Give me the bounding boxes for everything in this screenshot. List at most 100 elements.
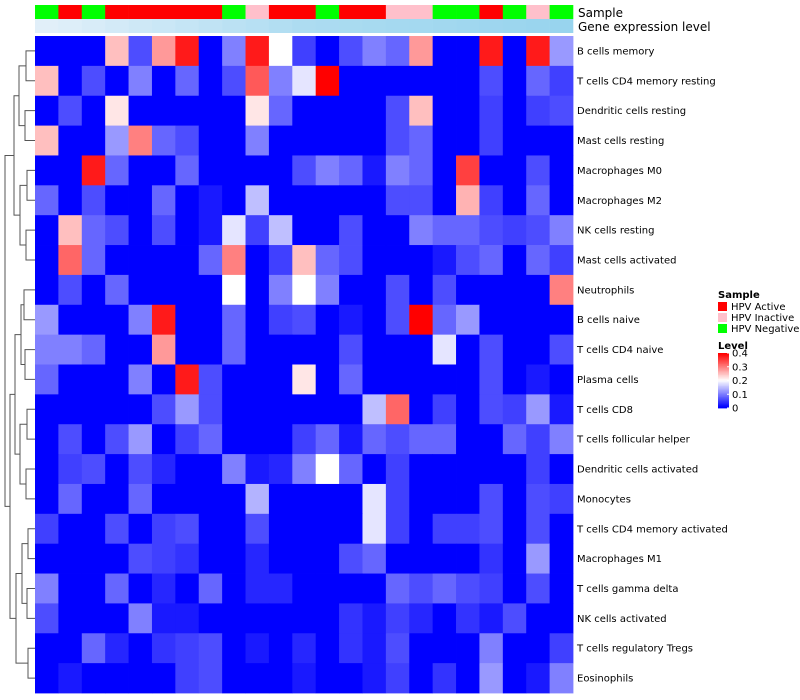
colorbar-step bbox=[718, 355, 729, 358]
sample-annotation-cell bbox=[385, 5, 410, 19]
heatmap-cell bbox=[268, 603, 293, 634]
colorbar-step bbox=[718, 392, 729, 395]
heatmap-cell bbox=[35, 304, 59, 336]
heatmap-cell bbox=[385, 573, 410, 604]
heatmap-cell bbox=[105, 36, 129, 67]
heatmap-cell bbox=[479, 663, 504, 694]
colorbar-step bbox=[718, 364, 729, 366]
heatmap-cell bbox=[385, 95, 410, 126]
heatmap-cell bbox=[385, 185, 410, 216]
row-label-eosinophils: Eosinophils bbox=[577, 674, 633, 685]
heatmap-cell bbox=[526, 543, 551, 574]
colorbar-tick-label: 0.2 bbox=[732, 376, 748, 387]
heatmap-cell bbox=[222, 125, 246, 156]
heatmap-cell bbox=[151, 454, 176, 485]
legend-swatch-hpv-negative bbox=[718, 324, 727, 333]
heatmap-cell bbox=[222, 304, 246, 336]
dendrogram-branch bbox=[25, 229, 35, 261]
colorbar-step bbox=[718, 395, 729, 398]
heatmap-cell bbox=[526, 603, 551, 634]
heatmap-cell bbox=[35, 483, 59, 515]
heatmap-cell bbox=[35, 215, 59, 246]
heatmap-cell bbox=[315, 155, 340, 186]
heatmap-cell bbox=[385, 36, 410, 67]
heatmap-cell bbox=[245, 65, 270, 97]
heatmap-cell bbox=[549, 185, 574, 216]
heatmap-cell bbox=[292, 663, 317, 694]
sample-annotation-cell bbox=[222, 5, 246, 19]
heatmap-cell bbox=[222, 543, 246, 574]
heatmap-cell bbox=[81, 215, 106, 246]
row-label-nk-cells-resting: NK cells resting bbox=[577, 226, 654, 237]
heatmap-cell bbox=[385, 125, 410, 156]
heatmap-cell bbox=[432, 454, 457, 485]
heatmap-cell bbox=[81, 155, 106, 186]
heatmap-cell bbox=[151, 334, 176, 365]
heatmap-cell bbox=[292, 185, 317, 216]
colorbar-step bbox=[718, 353, 729, 355]
dendrogram-branch bbox=[27, 647, 35, 679]
heatmap-cell bbox=[409, 364, 434, 395]
row-label-t-cells-regulatory-tregs: T cells regulatory Tregs bbox=[576, 644, 693, 655]
heatmap-cell bbox=[456, 215, 480, 246]
colorbar-tick-label: 0.4 bbox=[732, 349, 748, 360]
heatmap-cell bbox=[549, 483, 574, 515]
heatmap-cell bbox=[245, 424, 270, 455]
heatmap-cell bbox=[268, 573, 293, 604]
heatmap-cell bbox=[222, 274, 246, 306]
heatmap-cell bbox=[175, 663, 200, 694]
gene-level-annotation-cell bbox=[151, 19, 176, 33]
heatmap-cell bbox=[526, 364, 551, 395]
heatmap-cell bbox=[409, 155, 434, 186]
heatmap-cell bbox=[151, 155, 176, 186]
heatmap-cell bbox=[526, 304, 551, 336]
heatmap-cell bbox=[526, 454, 551, 485]
heatmap-cell bbox=[35, 543, 59, 574]
heatmap-cell bbox=[385, 483, 410, 515]
heatmap-cell bbox=[362, 215, 387, 246]
heatmap-cell bbox=[81, 125, 106, 156]
heatmap-cell bbox=[198, 304, 223, 336]
heatmap-cell bbox=[432, 274, 457, 306]
heatmap-cell bbox=[105, 633, 129, 664]
heatmap-cell bbox=[502, 274, 527, 306]
legend-sample: Sample HPV Active HPV Inactive HPV Negat… bbox=[718, 290, 799, 335]
gene-level-annotation-cell bbox=[222, 19, 246, 33]
heatmap-cell bbox=[81, 603, 106, 634]
colorbar-step bbox=[718, 399, 729, 402]
heatmap-cell bbox=[479, 513, 504, 545]
heatmap-cell bbox=[151, 36, 176, 67]
heatmap-cell bbox=[175, 185, 200, 216]
heatmap-cell bbox=[339, 125, 363, 156]
colorbar-step bbox=[718, 384, 729, 387]
heatmap-cell bbox=[456, 543, 480, 574]
gene-level-annotation-cell bbox=[175, 19, 200, 33]
heatmap-cell bbox=[268, 245, 293, 276]
heatmap-cell bbox=[105, 304, 129, 336]
heatmap-cell bbox=[81, 573, 106, 604]
heatmap-cell bbox=[222, 483, 246, 515]
heatmap-cell bbox=[409, 36, 434, 67]
heatmap-cell bbox=[222, 573, 246, 604]
dendrogram-branch bbox=[26, 587, 35, 619]
heatmap-cell bbox=[315, 245, 340, 276]
heatmap-cell bbox=[549, 334, 574, 365]
row-label-dendritic-cells-activated: Dendritic cells activated bbox=[577, 465, 698, 476]
heatmap-cell bbox=[385, 424, 410, 455]
colorbar-step bbox=[718, 377, 729, 380]
colorbar-step bbox=[718, 381, 729, 384]
heatmap-cell bbox=[151, 185, 176, 216]
heatmap-cell bbox=[432, 125, 457, 156]
heatmap-cell bbox=[222, 633, 246, 664]
heatmap-cell bbox=[292, 364, 317, 395]
dendrogram-branch bbox=[4, 154, 14, 507]
heatmap-cell bbox=[432, 215, 457, 246]
heatmap-cell bbox=[502, 454, 527, 485]
heatmap-cell bbox=[362, 543, 387, 574]
heatmap-cell bbox=[81, 663, 106, 694]
sample-annotation-cell bbox=[81, 5, 106, 19]
heatmap-cell bbox=[128, 125, 153, 156]
heatmap-cell bbox=[198, 633, 223, 664]
heatmap-cell bbox=[128, 155, 153, 186]
heatmap-cell bbox=[245, 215, 270, 246]
